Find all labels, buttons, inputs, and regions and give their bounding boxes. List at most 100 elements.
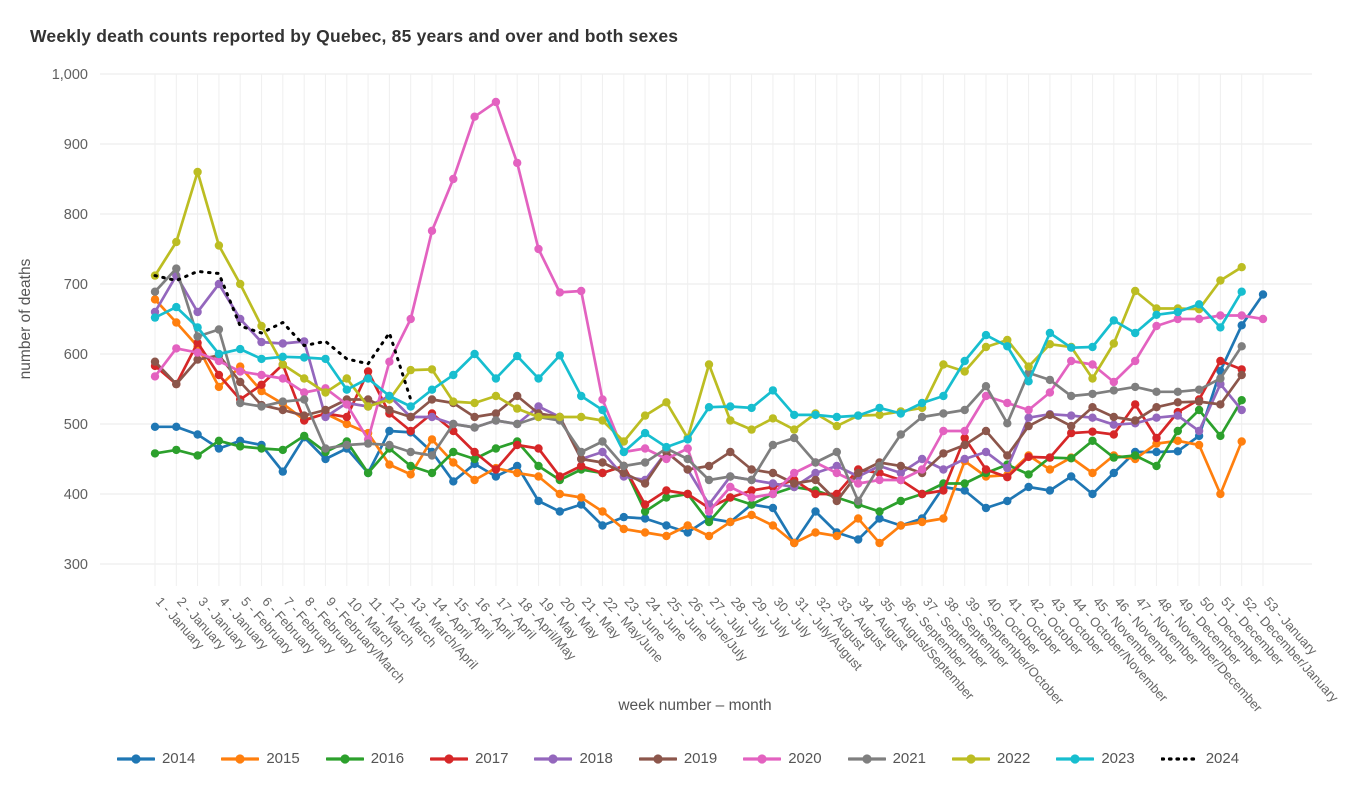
data-point-2017-w3[interactable] [193,338,202,347]
legend-item-2015[interactable]: 2015 [221,750,300,767]
data-point-2021-w47[interactable] [1131,382,1140,392]
data-point-2020-w28[interactable] [726,482,735,492]
data-point-2019-w52[interactable] [1237,370,1246,380]
data-point-2018-w4[interactable] [214,279,224,289]
data-point-2023-w31[interactable] [790,410,799,420]
data-point-2020-w34[interactable] [854,479,863,488]
data-point-2021-w35[interactable] [875,461,884,471]
data-point-2019-w21[interactable] [577,454,586,464]
data-point-2017-w43[interactable] [1045,453,1055,462]
data-point-2021-w23[interactable] [619,461,628,471]
data-point-2021-w18[interactable] [513,419,522,429]
data-point-2022-w5[interactable] [236,279,245,289]
data-point-2015-w38[interactable] [939,514,948,523]
data-point-2023-w40[interactable] [981,330,991,340]
data-point-2022-w30[interactable] [768,414,778,423]
data-point-2022-w2[interactable] [172,237,181,247]
data-point-2022-w14[interactable] [427,365,437,374]
data-point-2019-w33[interactable] [832,496,841,506]
data-point-2019-w1[interactable] [150,357,160,366]
data-point-2022-w19[interactable] [534,412,543,422]
data-point-2017-w16[interactable] [470,447,479,457]
data-point-2019-w24[interactable] [640,479,650,488]
data-point-2016-w14[interactable] [427,468,437,478]
data-point-2023-w41[interactable] [1003,342,1012,351]
data-point-2016-w47[interactable] [1131,451,1140,460]
data-point-2020-w26[interactable] [683,444,692,453]
data-point-2014-w23[interactable] [619,512,628,522]
data-point-2022-w35[interactable] [875,410,884,420]
data-point-2014-w26[interactable] [683,528,692,537]
data-point-2022-w18[interactable] [513,404,522,413]
data-point-2020-w39[interactable] [960,426,969,436]
data-point-2023-w24[interactable] [640,428,650,438]
data-point-2017-w39[interactable] [960,433,969,443]
data-point-2015-w4[interactable] [214,382,224,392]
data-point-2014-w30[interactable] [768,503,778,513]
data-point-2020-w7[interactable] [278,374,287,383]
data-point-2019-w46[interactable] [1109,412,1119,422]
data-point-2021-w43[interactable] [1045,375,1055,385]
data-point-2018-w5[interactable] [236,314,245,324]
data-point-2016-w36[interactable] [896,496,905,506]
legend-item-2022[interactable]: 2022 [951,750,1030,767]
data-point-2017-w21[interactable] [577,461,586,471]
data-point-2017-w28[interactable] [726,493,735,502]
data-point-2020-w51[interactable] [1216,311,1225,320]
data-point-2022-w21[interactable] [577,412,586,422]
series-2023[interactable] [150,287,1246,457]
data-point-2020-w46[interactable] [1109,377,1119,387]
data-point-2017-w48[interactable] [1152,433,1161,443]
data-point-2019-w42[interactable] [1024,421,1033,431]
data-point-2014-w43[interactable] [1045,486,1055,495]
data-point-2019-w29[interactable] [747,465,756,474]
data-point-2019-w22[interactable] [598,458,607,467]
series-2022[interactable] [150,167,1246,446]
data-point-2019-w38[interactable] [939,449,948,458]
data-point-2021-w49[interactable] [1173,387,1183,396]
data-point-2016-w50[interactable] [1194,405,1204,415]
data-point-2023-w9[interactable] [321,354,330,364]
data-point-2022-w6[interactable] [257,321,266,331]
legend-item-2018[interactable]: 2018 [534,750,613,767]
data-point-2014-w17[interactable] [491,472,501,481]
data-point-2015-w28[interactable] [726,517,735,527]
data-point-2017-w32[interactable] [811,489,820,499]
data-point-2016-w27[interactable] [704,517,714,527]
data-point-2017-w25[interactable] [662,486,671,495]
data-point-2018-w45[interactable] [1088,413,1097,422]
data-point-2018-w44[interactable] [1067,411,1076,420]
data-point-2016-w48[interactable] [1152,461,1161,471]
data-point-2020-w6[interactable] [257,370,266,380]
data-point-2015-w31[interactable] [790,538,799,548]
data-point-2014-w4[interactable] [214,444,224,453]
data-point-2016-w24[interactable] [640,507,650,516]
data-point-2015-w32[interactable] [811,528,820,537]
data-point-2018-w19[interactable] [534,402,543,411]
data-point-2019-w50[interactable] [1194,397,1204,406]
legend-item-2023[interactable]: 2023 [1056,750,1135,767]
data-point-2016-w29[interactable] [747,500,756,509]
data-point-2014-w25[interactable] [662,521,671,530]
data-point-2020-w4[interactable] [214,356,224,366]
data-point-2020-w13[interactable] [406,314,415,324]
data-point-2021-w32[interactable] [811,458,820,467]
data-point-2022-w17[interactable] [491,391,501,401]
data-point-2023-w14[interactable] [427,385,437,394]
data-point-2023-w48[interactable] [1152,310,1161,319]
data-point-2023-w2[interactable] [172,302,181,312]
data-point-2014-w24[interactable] [640,514,650,523]
data-point-2015-w14[interactable] [427,435,437,444]
data-point-2015-w12[interactable] [385,460,394,469]
data-point-2019-w31[interactable] [790,479,799,488]
series-2021[interactable] [150,264,1246,506]
legend-item-2020[interactable]: 2020 [743,750,822,767]
data-point-2015-w10[interactable] [342,419,351,429]
data-point-2022-w42[interactable] [1024,362,1033,371]
data-point-2014-w2[interactable] [172,422,181,431]
data-point-2014-w39[interactable] [960,486,969,495]
data-point-2018-w46[interactable] [1109,420,1119,429]
data-point-2015-w26[interactable] [683,521,692,530]
data-point-2016-w35[interactable] [875,507,884,516]
data-point-2021-w51[interactable] [1216,374,1225,383]
